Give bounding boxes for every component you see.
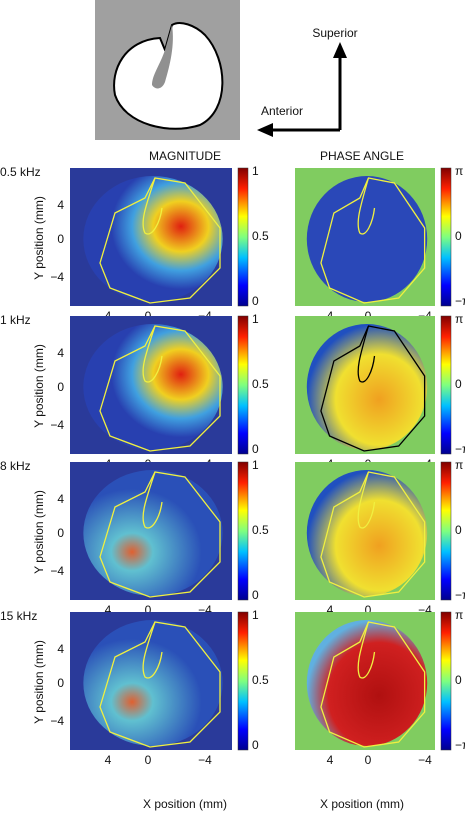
colorbar-label: π bbox=[455, 312, 463, 326]
colorbar-label: 0.5 bbox=[252, 523, 269, 537]
y-tick-label: −4 bbox=[50, 418, 64, 432]
label-anterior: Anterior bbox=[261, 104, 303, 118]
colorbar-label: π bbox=[455, 458, 463, 472]
row-label: 8 kHz bbox=[0, 459, 31, 473]
x-tick-label: 0 bbox=[145, 753, 152, 767]
y-tick-label: 0 bbox=[57, 232, 64, 246]
colorbar bbox=[238, 462, 248, 600]
y-axis-label: Y position (mm) bbox=[32, 640, 46, 724]
figure: Superior Anterior MAGNITUDE PHASE ANGLE … bbox=[0, 0, 465, 817]
tissue-region bbox=[83, 470, 222, 596]
colorbar bbox=[441, 612, 451, 750]
label-superior: Superior bbox=[312, 26, 357, 40]
colorbar-label: 0.5 bbox=[252, 673, 269, 687]
y-axis-label: Y position (mm) bbox=[32, 490, 46, 574]
column-header: PHASE ANGLE bbox=[320, 149, 404, 163]
tissue-region bbox=[83, 620, 222, 746]
arrowhead bbox=[333, 42, 347, 58]
colorbar-label: 1 bbox=[252, 312, 259, 326]
colorbar bbox=[441, 168, 451, 306]
row-label: 1 kHz bbox=[0, 313, 31, 327]
y-tick-label: 0 bbox=[57, 526, 64, 540]
tissue-region bbox=[83, 176, 222, 302]
colorbar-label: 0 bbox=[252, 442, 259, 456]
colorbar bbox=[441, 462, 451, 600]
colorbar-label: π bbox=[455, 164, 463, 178]
colorbar-label: 0 bbox=[252, 588, 259, 602]
x-tick-label: 4 bbox=[327, 753, 334, 767]
tissue-region bbox=[83, 324, 222, 450]
tissue-region bbox=[307, 324, 427, 450]
colorbar-label: −π bbox=[455, 738, 465, 752]
y-tick-label: −4 bbox=[50, 270, 64, 284]
colorbar-label: 1 bbox=[252, 164, 259, 178]
row-label: 0.5 kHz bbox=[0, 165, 41, 179]
colorbar-label: −π bbox=[455, 588, 465, 602]
x-axis-label: X position (mm) bbox=[143, 797, 227, 811]
colorbar-label: π bbox=[455, 608, 463, 622]
tissue-region bbox=[307, 176, 427, 302]
colorbar bbox=[441, 316, 451, 454]
x-tick-label: 4 bbox=[105, 753, 112, 767]
column-header: MAGNITUDE bbox=[149, 149, 221, 163]
y-tick-label: −4 bbox=[50, 564, 64, 578]
colorbar bbox=[238, 316, 248, 454]
colorbar-label: 0.5 bbox=[252, 229, 269, 243]
colorbar-label: 1 bbox=[252, 458, 259, 472]
y-tick-label: 4 bbox=[57, 492, 64, 506]
y-tick-label: 4 bbox=[57, 198, 64, 212]
colorbar-label: 0.5 bbox=[252, 377, 269, 391]
row-label: 15 kHz bbox=[0, 609, 37, 623]
tissue-region bbox=[307, 470, 427, 596]
colorbar bbox=[238, 612, 248, 750]
colorbar-label: 0 bbox=[455, 523, 462, 537]
x-tick-label: −4 bbox=[198, 753, 212, 767]
y-tick-label: 4 bbox=[57, 346, 64, 360]
colorbar-label: 0 bbox=[252, 738, 259, 752]
colorbar-label: −π bbox=[455, 442, 465, 456]
colorbar-label: 0 bbox=[252, 294, 259, 308]
colorbar-label: 0 bbox=[455, 673, 462, 687]
y-tick-label: 4 bbox=[57, 642, 64, 656]
colorbar-label: 0 bbox=[455, 377, 462, 391]
arrowhead bbox=[257, 123, 273, 137]
x-axis-label: X position (mm) bbox=[320, 797, 404, 811]
y-axis-label: Y position (mm) bbox=[32, 344, 46, 428]
tissue-region bbox=[307, 620, 427, 746]
y-tick-label: 0 bbox=[57, 380, 64, 394]
x-tick-label: 0 bbox=[365, 753, 372, 767]
colorbar-label: −π bbox=[455, 294, 465, 308]
colorbar-label: 1 bbox=[252, 608, 259, 622]
y-tick-label: 0 bbox=[57, 676, 64, 690]
colorbar bbox=[238, 168, 248, 306]
colorbar-label: 0 bbox=[455, 229, 462, 243]
y-axis-label: Y position (mm) bbox=[32, 196, 46, 280]
x-tick-label: −4 bbox=[418, 753, 432, 767]
y-tick-label: −4 bbox=[50, 714, 64, 728]
